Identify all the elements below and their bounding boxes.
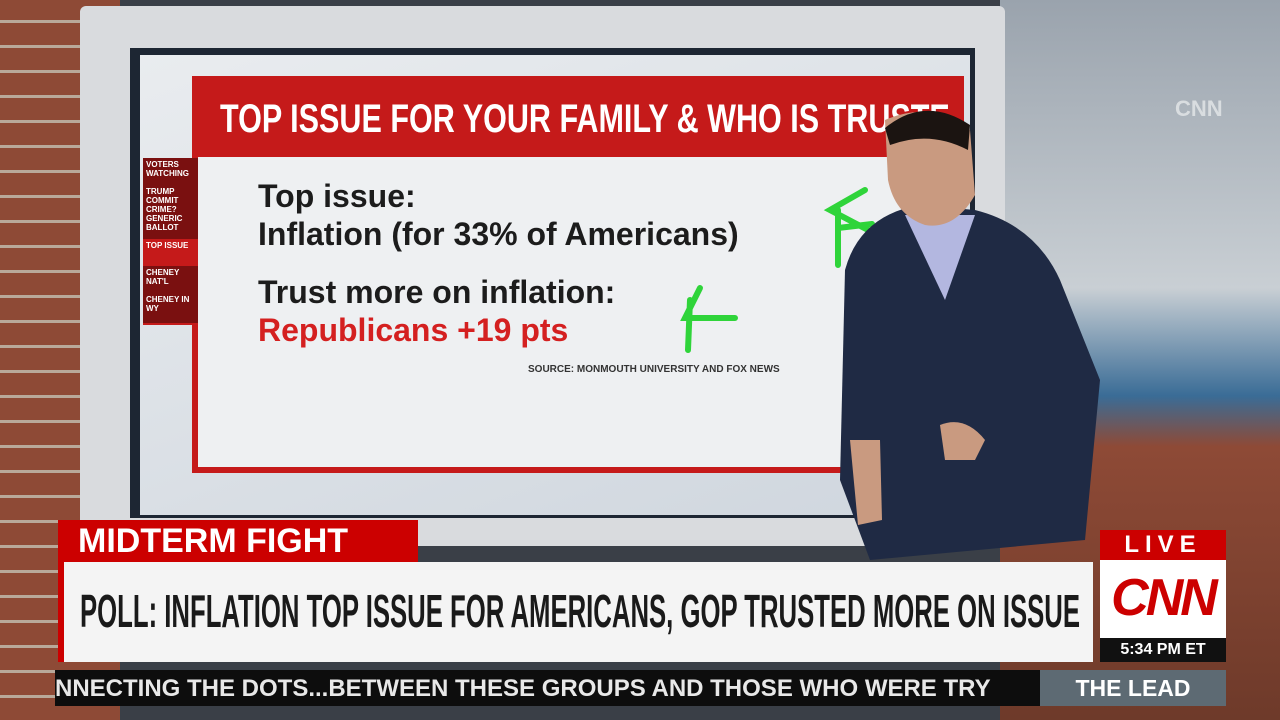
chyron-tag: MIDTERM FIGHT <box>58 520 418 562</box>
presenter <box>840 110 1100 560</box>
chyron-headline: POLL: INFLATION TOP ISSUE FOR AMERICANS,… <box>80 585 1081 637</box>
ticker-text: NNECTING THE DOTS...BETWEEN THESE GROUPS… <box>55 675 991 702</box>
network-logo: CNN <box>1111 569 1218 627</box>
graphic-line: Republicans +19 pts <box>258 312 569 348</box>
graphic-line: Trust more on inflation: <box>258 274 616 310</box>
sidebar-item: VOTERS WATCHING <box>143 158 198 190</box>
clock: 5:34 PM ET <box>1100 638 1226 662</box>
graphic-line: Top issue: <box>258 178 416 214</box>
show-name: THE LEAD <box>1040 670 1226 706</box>
graphic-title-text: TOP ISSUE FOR YOUR FAMILY & WHO IS TRUST… <box>220 97 950 141</box>
chyron-headline-box: POLL: INFLATION TOP ISSUE FOR AMERICANS,… <box>58 562 1093 662</box>
sidebar-item: CHENEY IN WY <box>143 293 198 325</box>
annotation-arrow <box>680 285 738 353</box>
graphic-source: SOURCE: MONMOUTH UNIVERSITY AND FOX NEWS <box>528 364 780 375</box>
graphic-title: TOP ISSUE FOR YOUR FAMILY & WHO IS TRUST… <box>198 82 958 157</box>
graphic-line: Inflation (for 33% of Americans) <box>258 216 739 252</box>
background-logo: CNN <box>1175 96 1223 121</box>
network-logo-box: CNN <box>1100 560 1226 638</box>
ticker-box: NNECTING THE DOTS...BETWEEN THESE GROUPS… <box>55 670 1095 706</box>
sidebar-item: GENERIC BALLOT <box>143 212 198 244</box>
annotation-arrow <box>823 187 875 268</box>
live-badge: LIVE <box>1100 530 1226 560</box>
